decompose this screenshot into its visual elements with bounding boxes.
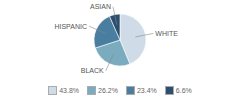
html-text:26.2%: 26.2%: [98, 86, 118, 94]
svg-text:BLACK: BLACK: [81, 67, 104, 74]
svg-text:ASIAN: ASIAN: [90, 3, 111, 10]
svg-text:WHITE: WHITE: [155, 30, 178, 37]
html-text:6.6%: 6.6%: [175, 86, 192, 94]
svg-text:HISPANIC: HISPANIC: [54, 23, 87, 30]
html-text:23.4%: 23.4%: [136, 86, 157, 94]
html-text:43.8%: 43.8%: [59, 86, 80, 94]
